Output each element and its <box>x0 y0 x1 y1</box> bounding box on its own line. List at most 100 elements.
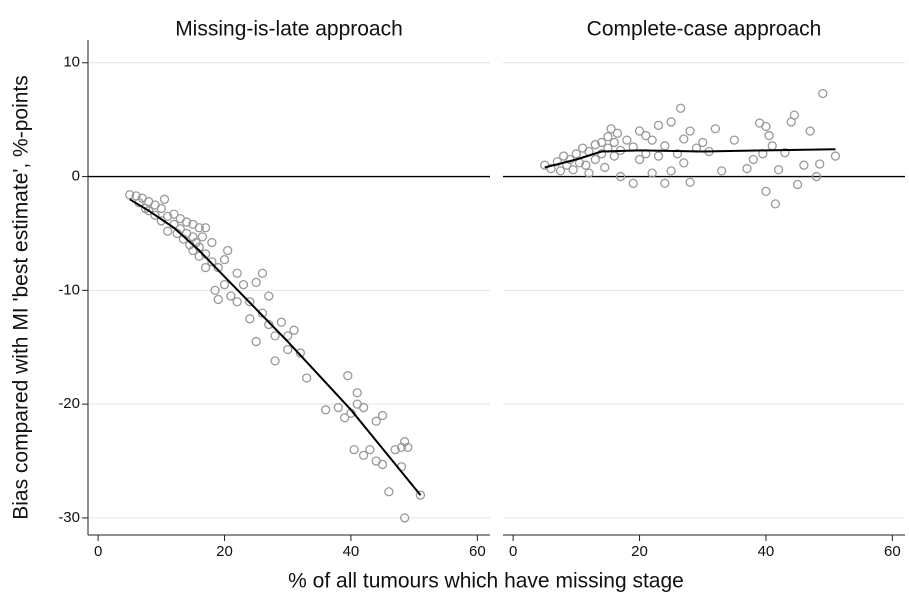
data-point <box>815 159 825 169</box>
data-point <box>371 416 381 426</box>
data-point <box>818 88 828 99</box>
data-point <box>150 210 160 220</box>
data-point <box>352 388 362 398</box>
data-point <box>811 171 822 182</box>
data-point <box>283 331 293 341</box>
data-point <box>666 166 676 176</box>
data-point <box>773 165 784 175</box>
data-point <box>245 297 255 307</box>
data-point <box>358 450 369 460</box>
data-point <box>761 186 771 196</box>
y-tick-label: 0 <box>72 168 80 185</box>
fit-line <box>129 198 422 496</box>
data-point <box>213 262 223 273</box>
data-point <box>581 160 591 170</box>
data-point <box>600 162 610 173</box>
data-point <box>210 285 220 295</box>
data-point <box>653 151 664 161</box>
data-point <box>207 237 217 248</box>
data-point <box>156 203 166 214</box>
data-point <box>789 110 800 120</box>
data-point <box>343 371 353 381</box>
data-point <box>321 405 331 415</box>
data-point <box>584 168 594 178</box>
data-point <box>792 179 803 190</box>
panel-title: Complete-case approach <box>587 18 822 41</box>
data-point <box>770 199 781 209</box>
data-point <box>400 513 410 523</box>
data-point <box>653 120 664 130</box>
data-point <box>568 165 578 175</box>
data-point <box>660 178 670 189</box>
data-point <box>552 157 563 167</box>
data-point <box>679 158 689 168</box>
data-point <box>295 348 306 358</box>
data-point <box>628 178 638 189</box>
y-tick-label: 10 <box>63 54 80 71</box>
data-point <box>634 126 645 136</box>
data-point <box>609 137 619 148</box>
data-point <box>238 280 249 290</box>
data-point <box>717 166 727 176</box>
data-point <box>339 413 350 423</box>
data-point <box>748 154 758 165</box>
data-point <box>555 166 566 176</box>
data-point <box>302 373 312 383</box>
data-point <box>162 211 173 222</box>
data-point <box>612 128 623 138</box>
data-point <box>251 336 261 347</box>
data-point <box>200 262 211 273</box>
data-point <box>333 402 343 413</box>
data-point <box>162 226 173 236</box>
data-point <box>181 217 192 227</box>
data-point <box>666 117 676 127</box>
data-point <box>805 126 815 136</box>
x-tick-label: 20 <box>631 543 648 560</box>
data-point <box>390 445 400 455</box>
data-point <box>761 121 771 132</box>
data-point <box>830 151 841 161</box>
data-point <box>194 251 204 261</box>
x-tick-label: 60 <box>884 543 901 560</box>
data-point <box>647 168 657 178</box>
data-point <box>634 154 645 165</box>
data-point <box>349 445 359 455</box>
data-point <box>377 459 388 470</box>
data-point <box>283 344 293 355</box>
data-point <box>403 442 413 453</box>
x-tick-label: 40 <box>758 543 775 560</box>
data-point <box>698 137 708 148</box>
data-point <box>257 268 268 278</box>
data-point <box>603 132 613 142</box>
y-tick-label: -10 <box>58 281 80 298</box>
data-point <box>384 487 394 497</box>
data-point <box>264 319 274 330</box>
data-point <box>125 190 135 200</box>
x-tick-label: 20 <box>216 543 233 560</box>
data-point <box>685 177 695 187</box>
x-tick-label: 40 <box>343 543 360 560</box>
data-point <box>729 135 739 145</box>
data-point <box>213 294 223 305</box>
data-point <box>219 280 230 290</box>
data-point <box>799 160 809 170</box>
data-point <box>590 140 600 150</box>
x-tick-label: 0 <box>509 543 517 560</box>
x-axis-label: % of all tumours which have missing stag… <box>288 570 684 593</box>
data-point <box>226 291 236 301</box>
data-point <box>358 402 369 413</box>
x-tick-label: 0 <box>94 543 102 560</box>
data-point <box>377 410 388 421</box>
fit-line <box>544 148 836 169</box>
data-point <box>245 314 255 324</box>
data-point <box>679 134 689 144</box>
data-point <box>264 291 274 301</box>
data-point <box>622 135 632 145</box>
data-point <box>615 171 626 182</box>
data-point <box>742 163 752 174</box>
data-point <box>647 135 657 145</box>
y-axis-label: Bias compared with MI 'best estimate', %… <box>10 75 33 520</box>
data-point <box>710 124 721 134</box>
